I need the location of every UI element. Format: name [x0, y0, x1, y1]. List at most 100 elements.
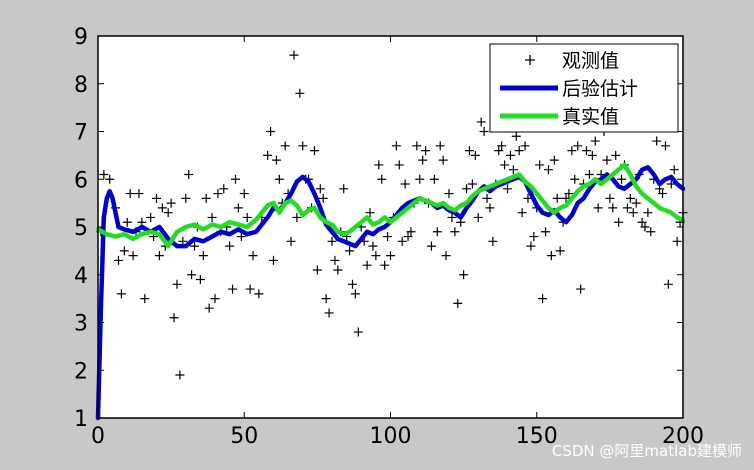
observation-marker — [119, 246, 129, 256]
observation-marker — [233, 203, 243, 213]
observation-marker — [587, 150, 597, 160]
observation-marker — [564, 189, 574, 199]
observation-marker — [421, 146, 431, 156]
observation-marker — [403, 232, 413, 242]
observation-marker — [485, 203, 495, 213]
observation-marker — [298, 141, 308, 151]
observation-marker — [581, 146, 591, 156]
observation-marker — [614, 217, 624, 227]
observation-marker — [292, 212, 302, 222]
observation-marker — [254, 289, 264, 299]
observation-marker — [113, 255, 123, 265]
observation-marker — [198, 251, 208, 261]
observation-marker — [500, 160, 510, 170]
observation-marker — [245, 284, 255, 294]
observation-marker — [309, 146, 319, 156]
observation-marker — [541, 227, 551, 237]
observation-marker — [380, 260, 390, 270]
observation-marker — [602, 155, 612, 165]
observation-marker — [611, 150, 621, 160]
observation-marker — [353, 327, 363, 337]
observation-marker — [146, 212, 156, 222]
observation-marker — [324, 308, 334, 318]
observation-marker — [476, 117, 486, 127]
observation-marker — [660, 141, 670, 151]
observation-marker — [333, 265, 343, 275]
observation-marker — [175, 370, 185, 380]
observation-marker — [625, 193, 635, 203]
observation-marker — [140, 294, 150, 304]
observation-marker — [330, 255, 340, 265]
observation-marker — [605, 193, 615, 203]
observation-marker — [526, 241, 536, 251]
observation-marker — [394, 160, 404, 170]
observation-marker — [181, 193, 191, 203]
observation-marker — [266, 127, 276, 136]
legend-label: 后验估计 — [562, 78, 638, 100]
observation-marker — [128, 251, 138, 261]
observation-marker — [345, 246, 355, 256]
observation-marker — [488, 236, 498, 246]
y-tick-label: 6 — [74, 168, 88, 193]
observation-marker — [350, 289, 360, 299]
observation-marker — [617, 174, 627, 184]
observation-marker — [154, 251, 164, 261]
observation-marker — [459, 270, 469, 280]
y-tick-label: 9 — [74, 25, 88, 50]
observation-marker — [105, 174, 115, 184]
observation-marker — [497, 141, 507, 151]
observation-marker — [555, 246, 565, 256]
observation-marker — [464, 146, 474, 156]
observation-marker — [286, 236, 296, 246]
observation-marker — [503, 184, 512, 194]
observation-marker — [318, 193, 328, 203]
observation-marker — [652, 136, 662, 146]
observation-marker — [339, 184, 349, 194]
observation-marker — [377, 174, 387, 184]
legend-label: 观测值 — [562, 50, 619, 72]
observation-marker — [520, 141, 530, 151]
observation-marker — [412, 141, 422, 151]
observation-marker — [538, 294, 548, 304]
observation-marker — [321, 294, 331, 304]
y-tick-label: 5 — [74, 216, 88, 241]
observation-marker — [511, 131, 521, 141]
observation-marker — [152, 193, 161, 203]
observation-marker — [269, 255, 278, 265]
y-tick-label: 4 — [74, 264, 88, 289]
observation-marker — [157, 203, 167, 213]
observation-marker — [99, 169, 109, 179]
observation-marker — [219, 184, 229, 194]
observation-marker — [263, 150, 273, 160]
observation-marker — [327, 236, 337, 246]
observation-marker — [125, 189, 135, 199]
observation-marker — [529, 232, 539, 242]
observation-marker — [204, 303, 214, 313]
observation-marker — [631, 198, 641, 208]
x-tick-label: 200 — [662, 424, 704, 449]
observation-marker — [672, 236, 682, 246]
observation-marker — [505, 150, 515, 160]
observation-marker — [116, 289, 126, 299]
observation-marker — [494, 146, 504, 156]
x-tick-label: 0 — [91, 424, 105, 449]
observation-marker — [426, 241, 436, 251]
observation-marker — [646, 227, 656, 237]
observation-marker — [453, 298, 463, 308]
observation-marker — [397, 236, 407, 246]
observation-marker — [573, 141, 583, 151]
observation-marker — [535, 160, 545, 170]
observation-marker — [172, 279, 182, 289]
observation-marker — [365, 208, 375, 218]
observation-marker — [658, 189, 668, 199]
observation-marker — [637, 217, 647, 227]
observation-marker — [429, 174, 439, 184]
observation-marker — [546, 251, 556, 261]
observation-marker — [190, 241, 200, 251]
observation-marker — [187, 270, 197, 280]
observation-marker — [567, 146, 577, 156]
observation-marker — [570, 174, 580, 184]
observation-marker — [386, 251, 395, 261]
observation-marker — [590, 136, 600, 146]
